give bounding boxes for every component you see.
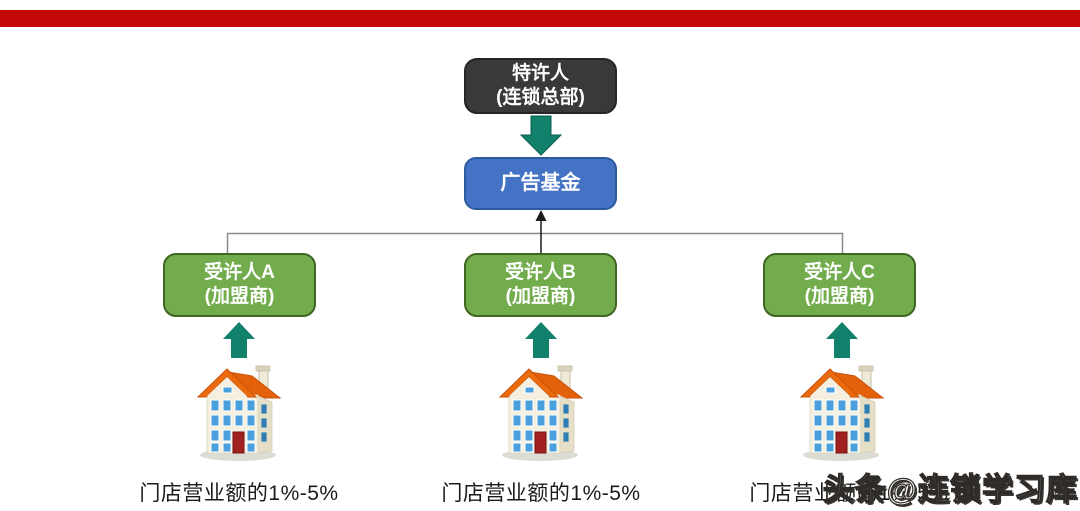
ad-fund-label: 广告基金 <box>500 172 581 194</box>
licensee-a-line2: (加盟商) <box>204 286 275 307</box>
building-icon <box>496 362 586 462</box>
watermark: 头条@连锁学习库 <box>822 471 1078 507</box>
licensee-b-line2: (加盟商) <box>505 286 576 307</box>
licensee-b-box: 受许人B (加盟商) <box>464 253 617 317</box>
franchisor-line2: (连锁总部) <box>496 87 585 108</box>
licensee-c-line1: 受许人C <box>804 262 875 284</box>
licensee-c-box: 受许人C (加盟商) <box>763 253 916 317</box>
licensee-b-line1: 受许人B <box>505 262 576 284</box>
store-revenue-caption-a: 门店营业额的1%-5% <box>139 482 339 505</box>
franchisor-box: 特许人 (连锁总部) <box>464 58 617 114</box>
building-icon <box>194 362 284 462</box>
store-revenue-caption-c: 门店营业额的1%-5% <box>749 482 949 505</box>
ad-fund-box: 广告基金 <box>464 157 617 210</box>
licensee-c-line2: (加盟商) <box>804 286 875 307</box>
licensee-a-box: 受许人A (加盟商) <box>163 253 316 317</box>
franchisor-line1: 特许人 <box>511 63 569 85</box>
store-revenue-caption-b: 门店营业额的1%-5% <box>441 482 641 505</box>
top-accent-bar <box>0 10 1080 27</box>
building-icon <box>797 362 887 462</box>
licensee-a-line1: 受许人A <box>204 262 275 284</box>
